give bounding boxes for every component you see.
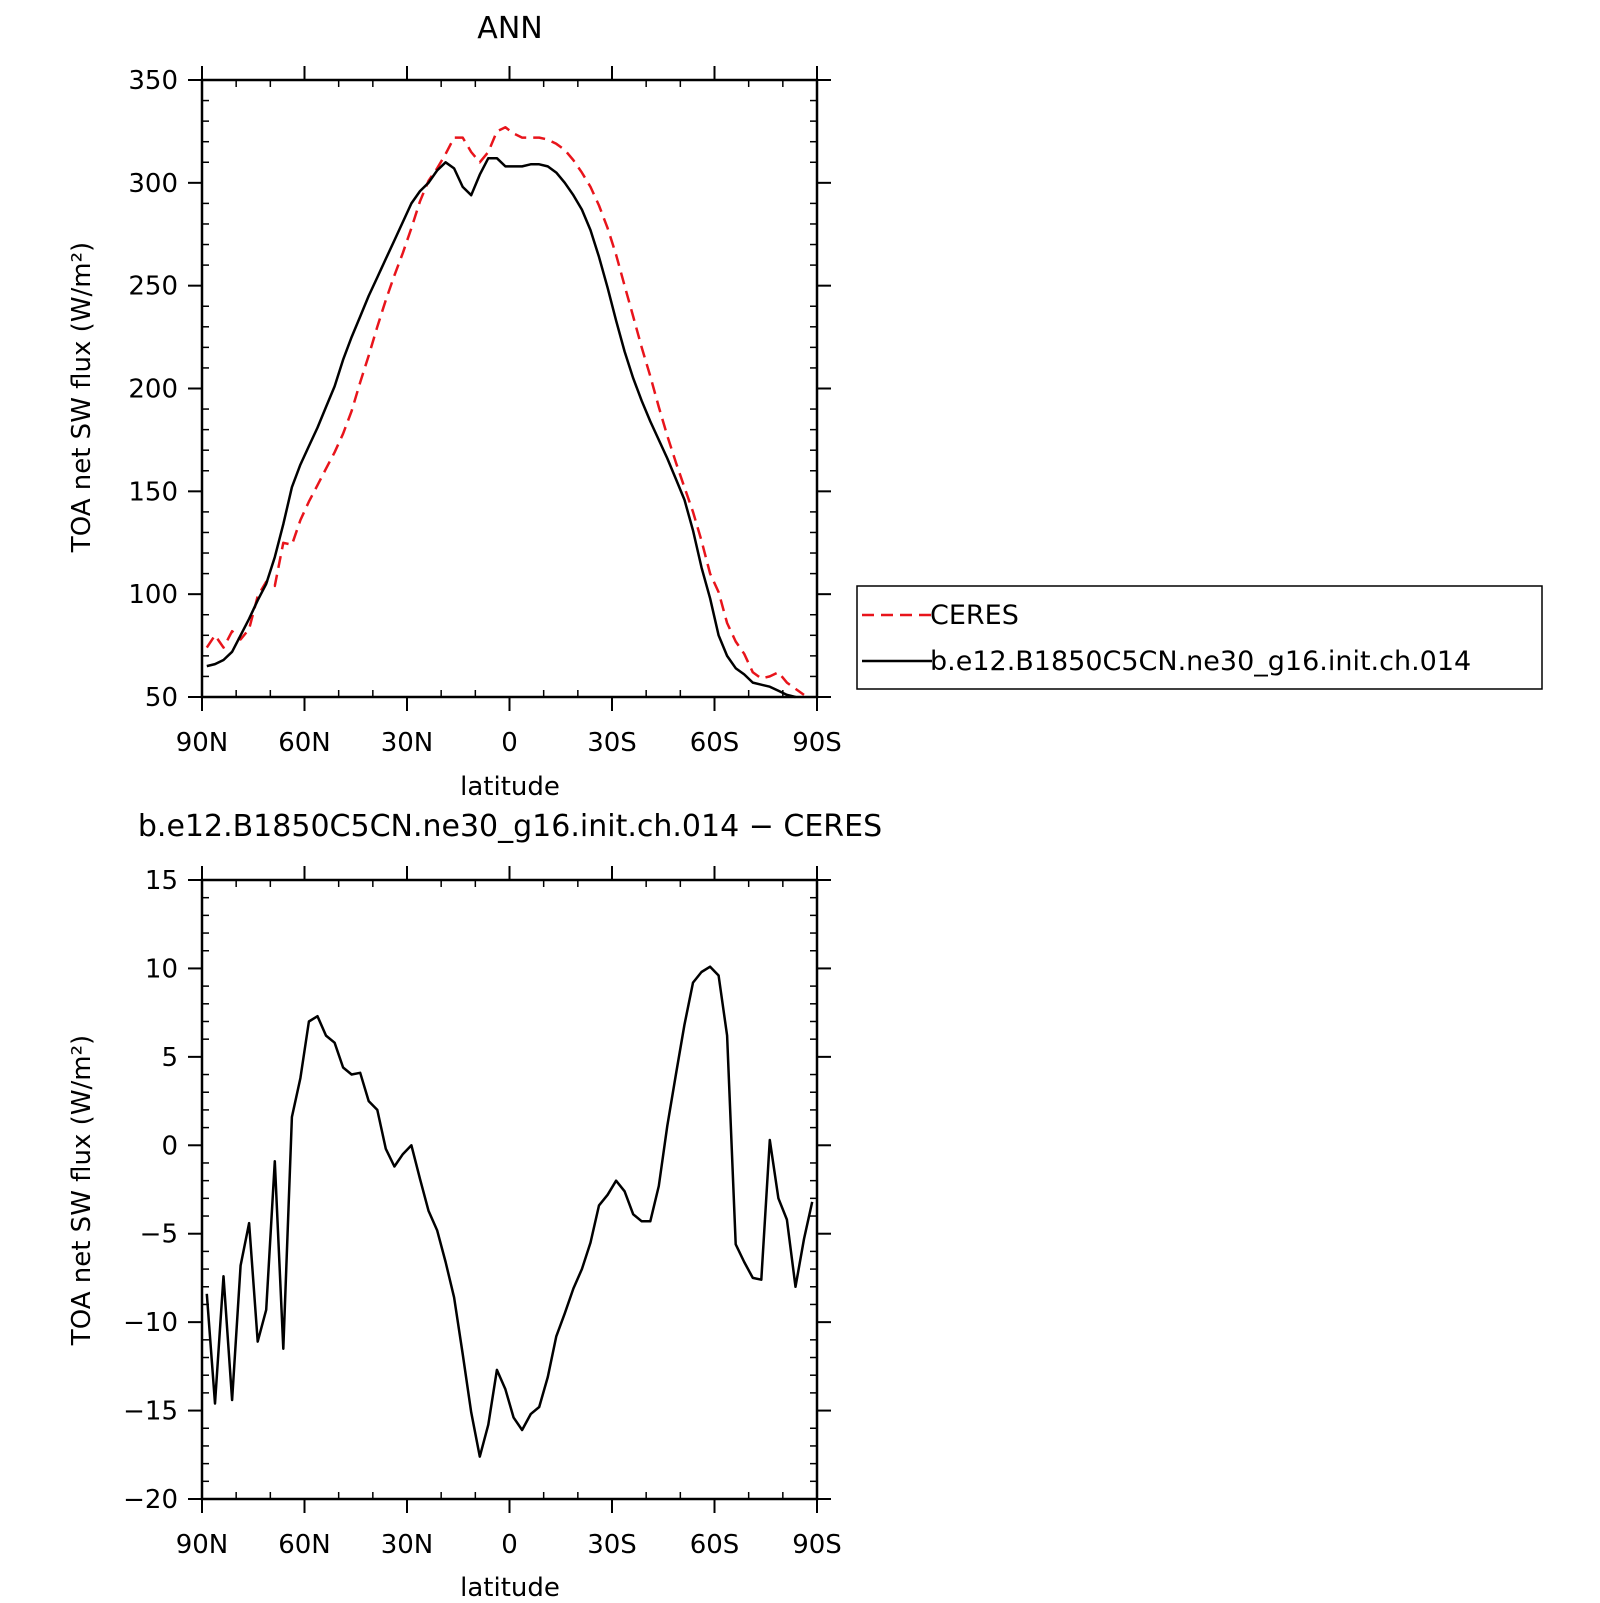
top-plot-frame	[200, 78, 819, 699]
bottom-chart-title: b.e12.B1850C5CN.ne30_g16.init.ch.014 − C…	[138, 809, 882, 844]
y-tick-label: 150	[128, 477, 178, 507]
y-tick-label: −20	[123, 1485, 178, 1515]
bottom-series-line-0	[205, 965, 814, 1458]
x-tick-label: 30S	[587, 1530, 637, 1560]
top-chart-title: ANN	[477, 11, 542, 46]
bottom-x-axis-label: latitude	[460, 1573, 560, 1603]
difference-panel: b.e12.B1850C5CN.ne30_g16.init.ch.014 − C…	[67, 809, 882, 1603]
x-tick-label: 90S	[792, 728, 842, 758]
top-x-axis-label: latitude	[460, 772, 560, 802]
legend-label-model: b.e12.B1850C5CN.ne30_g16.init.ch.014	[930, 646, 1471, 677]
x-tick-label: 30N	[381, 728, 434, 758]
x-tick-label: 30N	[381, 1530, 434, 1560]
bottom-y-axis-label: TOA net SW flux (W/m²)	[67, 1035, 97, 1346]
y-tick-label: 15	[145, 866, 178, 896]
legend-label-ceres: CERES	[930, 600, 1019, 631]
x-tick-label: 90S	[792, 1530, 842, 1560]
annual-flux-panel: ANN 50 100 150 200 250 300 350 90N 60N 30N 0 30S 60S…	[67, 11, 842, 802]
x-tick-label: 90N	[176, 728, 229, 758]
y-tick-label: 5	[161, 1043, 178, 1073]
x-tick-label: 60S	[690, 1530, 740, 1560]
y-tick-label: 0	[161, 1131, 178, 1161]
y-tick-label: −10	[123, 1308, 178, 1338]
y-tick-label: 350	[128, 66, 178, 96]
y-tick-label: 300	[128, 169, 178, 199]
top-series-line-1	[206, 156, 796, 699]
y-tick-label: −5	[140, 1220, 178, 1250]
x-tick-label: 60N	[278, 728, 331, 758]
y-tick-label: 100	[128, 580, 178, 610]
top-y-axis-label: TOA net SW flux (W/m²)	[67, 242, 97, 553]
bottom-plot-frame	[200, 878, 819, 1501]
x-tick-label: 60N	[278, 1530, 331, 1560]
legend: CERES b.e12.B1850C5CN.ne30_g16.init.ch.0…	[856, 585, 1543, 690]
x-tick-label: 30S	[587, 728, 637, 758]
y-tick-label: 200	[128, 375, 178, 405]
y-tick-label: 10	[145, 954, 178, 984]
x-tick-label: 0	[501, 728, 518, 758]
y-tick-label: 250	[128, 272, 178, 302]
x-tick-label: 0	[501, 1530, 518, 1560]
top-series-line-0	[205, 126, 805, 696]
y-tick-label: −15	[123, 1397, 178, 1427]
legend-box	[856, 585, 1543, 690]
x-tick-label: 60S	[690, 728, 740, 758]
y-tick-label: 50	[145, 683, 178, 713]
x-tick-label: 90N	[176, 1530, 229, 1560]
